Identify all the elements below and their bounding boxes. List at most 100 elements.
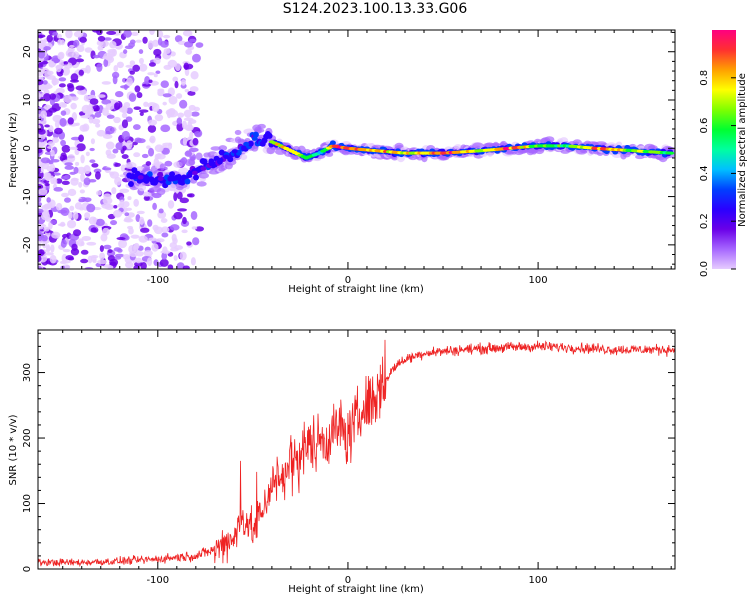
spectral-noise-blob bbox=[129, 251, 138, 258]
spectral-noise-blob bbox=[64, 165, 75, 170]
spectral-noise-blob bbox=[129, 70, 136, 75]
spectral-noise-blob bbox=[38, 266, 42, 269]
spectral-noise-blob bbox=[162, 246, 168, 254]
spectrogram-marks bbox=[38, 30, 675, 269]
spectral-noise-blob bbox=[119, 107, 127, 113]
spectral-peak-blob bbox=[251, 136, 258, 141]
spectral-noise-blob bbox=[44, 182, 50, 187]
spectral-noise-blob bbox=[107, 249, 113, 254]
snr-y-tick-label: 0 bbox=[22, 566, 33, 572]
spectral-noise-blob bbox=[70, 73, 79, 82]
spectral-noise-blob bbox=[69, 146, 78, 150]
spectral-noise-blob bbox=[187, 90, 196, 96]
spectral-noise-blob bbox=[54, 127, 63, 135]
spectral-noise-blob bbox=[66, 219, 77, 229]
spectral-noise-blob bbox=[40, 157, 51, 164]
spectral-noise-blob bbox=[65, 49, 75, 58]
spectral-noise-blob bbox=[77, 89, 87, 96]
spectral-noise-blob bbox=[183, 109, 193, 118]
spectral-halo-blob bbox=[178, 158, 186, 167]
spectral-noise-blob bbox=[158, 208, 164, 214]
spectrogram-frame bbox=[37, 29, 676, 270]
spectral-noise-blob bbox=[115, 91, 124, 98]
spectral-noise-blob bbox=[43, 46, 51, 51]
spectral-noise-blob bbox=[109, 258, 119, 267]
spectral-noise-blob bbox=[60, 139, 66, 147]
spectral-noise-blob bbox=[138, 235, 148, 243]
spectral-noise-blob bbox=[186, 241, 192, 246]
spectral-noise-blob bbox=[127, 196, 132, 201]
spectral-noise-blob bbox=[120, 164, 127, 172]
spectral-noise-blob bbox=[46, 34, 53, 43]
spectral-noise-blob bbox=[134, 85, 141, 93]
spectrogram-y-tick-label: -10 bbox=[22, 188, 33, 204]
spectral-noise-blob bbox=[71, 243, 78, 251]
spectral-noise-blob bbox=[190, 71, 199, 80]
spectral-noise-blob bbox=[60, 239, 67, 248]
colorbar-tick-label: 0.0 bbox=[699, 261, 710, 277]
spectral-noise-blob bbox=[111, 187, 117, 195]
spectral-noise-blob bbox=[102, 107, 109, 116]
spectrogram-x-tick-label: 0 bbox=[345, 275, 351, 286]
spectral-noise-blob bbox=[83, 197, 92, 203]
spectral-noise-blob bbox=[153, 226, 164, 235]
spectral-noise-blob bbox=[149, 30, 155, 36]
spectral-noise-blob bbox=[129, 60, 136, 66]
spectral-noise-blob bbox=[133, 264, 140, 269]
spectral-noise-blob bbox=[89, 147, 95, 152]
spectral-noise-blob bbox=[177, 112, 185, 118]
spectral-noise-blob bbox=[41, 234, 48, 242]
spectral-noise-blob bbox=[101, 167, 112, 171]
spectral-noise-blob bbox=[133, 198, 139, 207]
spectral-noise-blob bbox=[103, 58, 109, 68]
spectral-noise-blob bbox=[119, 188, 130, 193]
spectral-noise-blob bbox=[173, 192, 178, 202]
spectral-noise-blob bbox=[79, 124, 88, 132]
colorbar-gradient bbox=[712, 30, 736, 269]
spectral-noise-blob bbox=[59, 260, 67, 265]
spectral-noise-blob bbox=[147, 219, 153, 227]
spectral-noise-blob bbox=[152, 202, 157, 211]
spectral-noise-blob bbox=[128, 93, 137, 102]
spectral-noise-blob bbox=[160, 124, 171, 133]
spectral-noise-blob bbox=[167, 142, 173, 150]
spectral-noise-blob bbox=[187, 120, 193, 130]
snr-x-axis-label: Height of straight line (km) bbox=[288, 584, 424, 595]
spectral-noise-blob bbox=[136, 92, 143, 99]
spectral-noise-blob bbox=[52, 177, 58, 186]
spectral-noise-blob bbox=[156, 153, 166, 160]
spectral-noise-blob bbox=[80, 154, 85, 164]
spectral-noise-blob bbox=[147, 40, 154, 50]
spectral-noise-blob bbox=[61, 66, 71, 76]
spectral-noise-blob bbox=[126, 107, 133, 114]
spectral-noise-blob bbox=[101, 81, 111, 85]
spectral-noise-blob bbox=[102, 227, 110, 236]
spectral-noise-blob bbox=[185, 48, 193, 55]
spectral-noise-blob bbox=[167, 264, 174, 269]
spectral-noise-blob bbox=[114, 176, 122, 186]
colorbar-tick-label: 0.2 bbox=[699, 213, 710, 229]
spectral-noise-blob bbox=[118, 239, 128, 249]
spectral-noise-blob bbox=[79, 189, 85, 194]
spectral-noise-blob bbox=[122, 253, 130, 260]
spectral-noise-blob bbox=[52, 114, 63, 123]
spectral-noise-blob bbox=[161, 252, 168, 260]
spectral-ridge-blob bbox=[193, 174, 200, 181]
spectral-noise-blob bbox=[166, 109, 172, 119]
spectral-noise-blob bbox=[83, 177, 91, 186]
spectral-noise-blob bbox=[45, 172, 51, 182]
spectral-noise-blob bbox=[91, 118, 101, 125]
spectral-noise-blob bbox=[176, 122, 184, 132]
spectral-noise-blob bbox=[75, 122, 80, 126]
spectral-halo-blob bbox=[544, 136, 555, 143]
spectral-noise-blob bbox=[61, 180, 70, 186]
spectral-halo-blob bbox=[184, 158, 196, 167]
spectral-noise-blob bbox=[90, 138, 96, 145]
spectral-noise-blob bbox=[83, 165, 91, 175]
spectral-noise-blob bbox=[38, 255, 42, 263]
spectral-noise-blob bbox=[135, 214, 141, 223]
spectral-ridge-blob bbox=[127, 180, 134, 187]
spectral-noise-blob bbox=[147, 119, 158, 126]
spectral-noise-blob bbox=[116, 61, 124, 69]
spectral-noise-blob bbox=[121, 154, 129, 159]
